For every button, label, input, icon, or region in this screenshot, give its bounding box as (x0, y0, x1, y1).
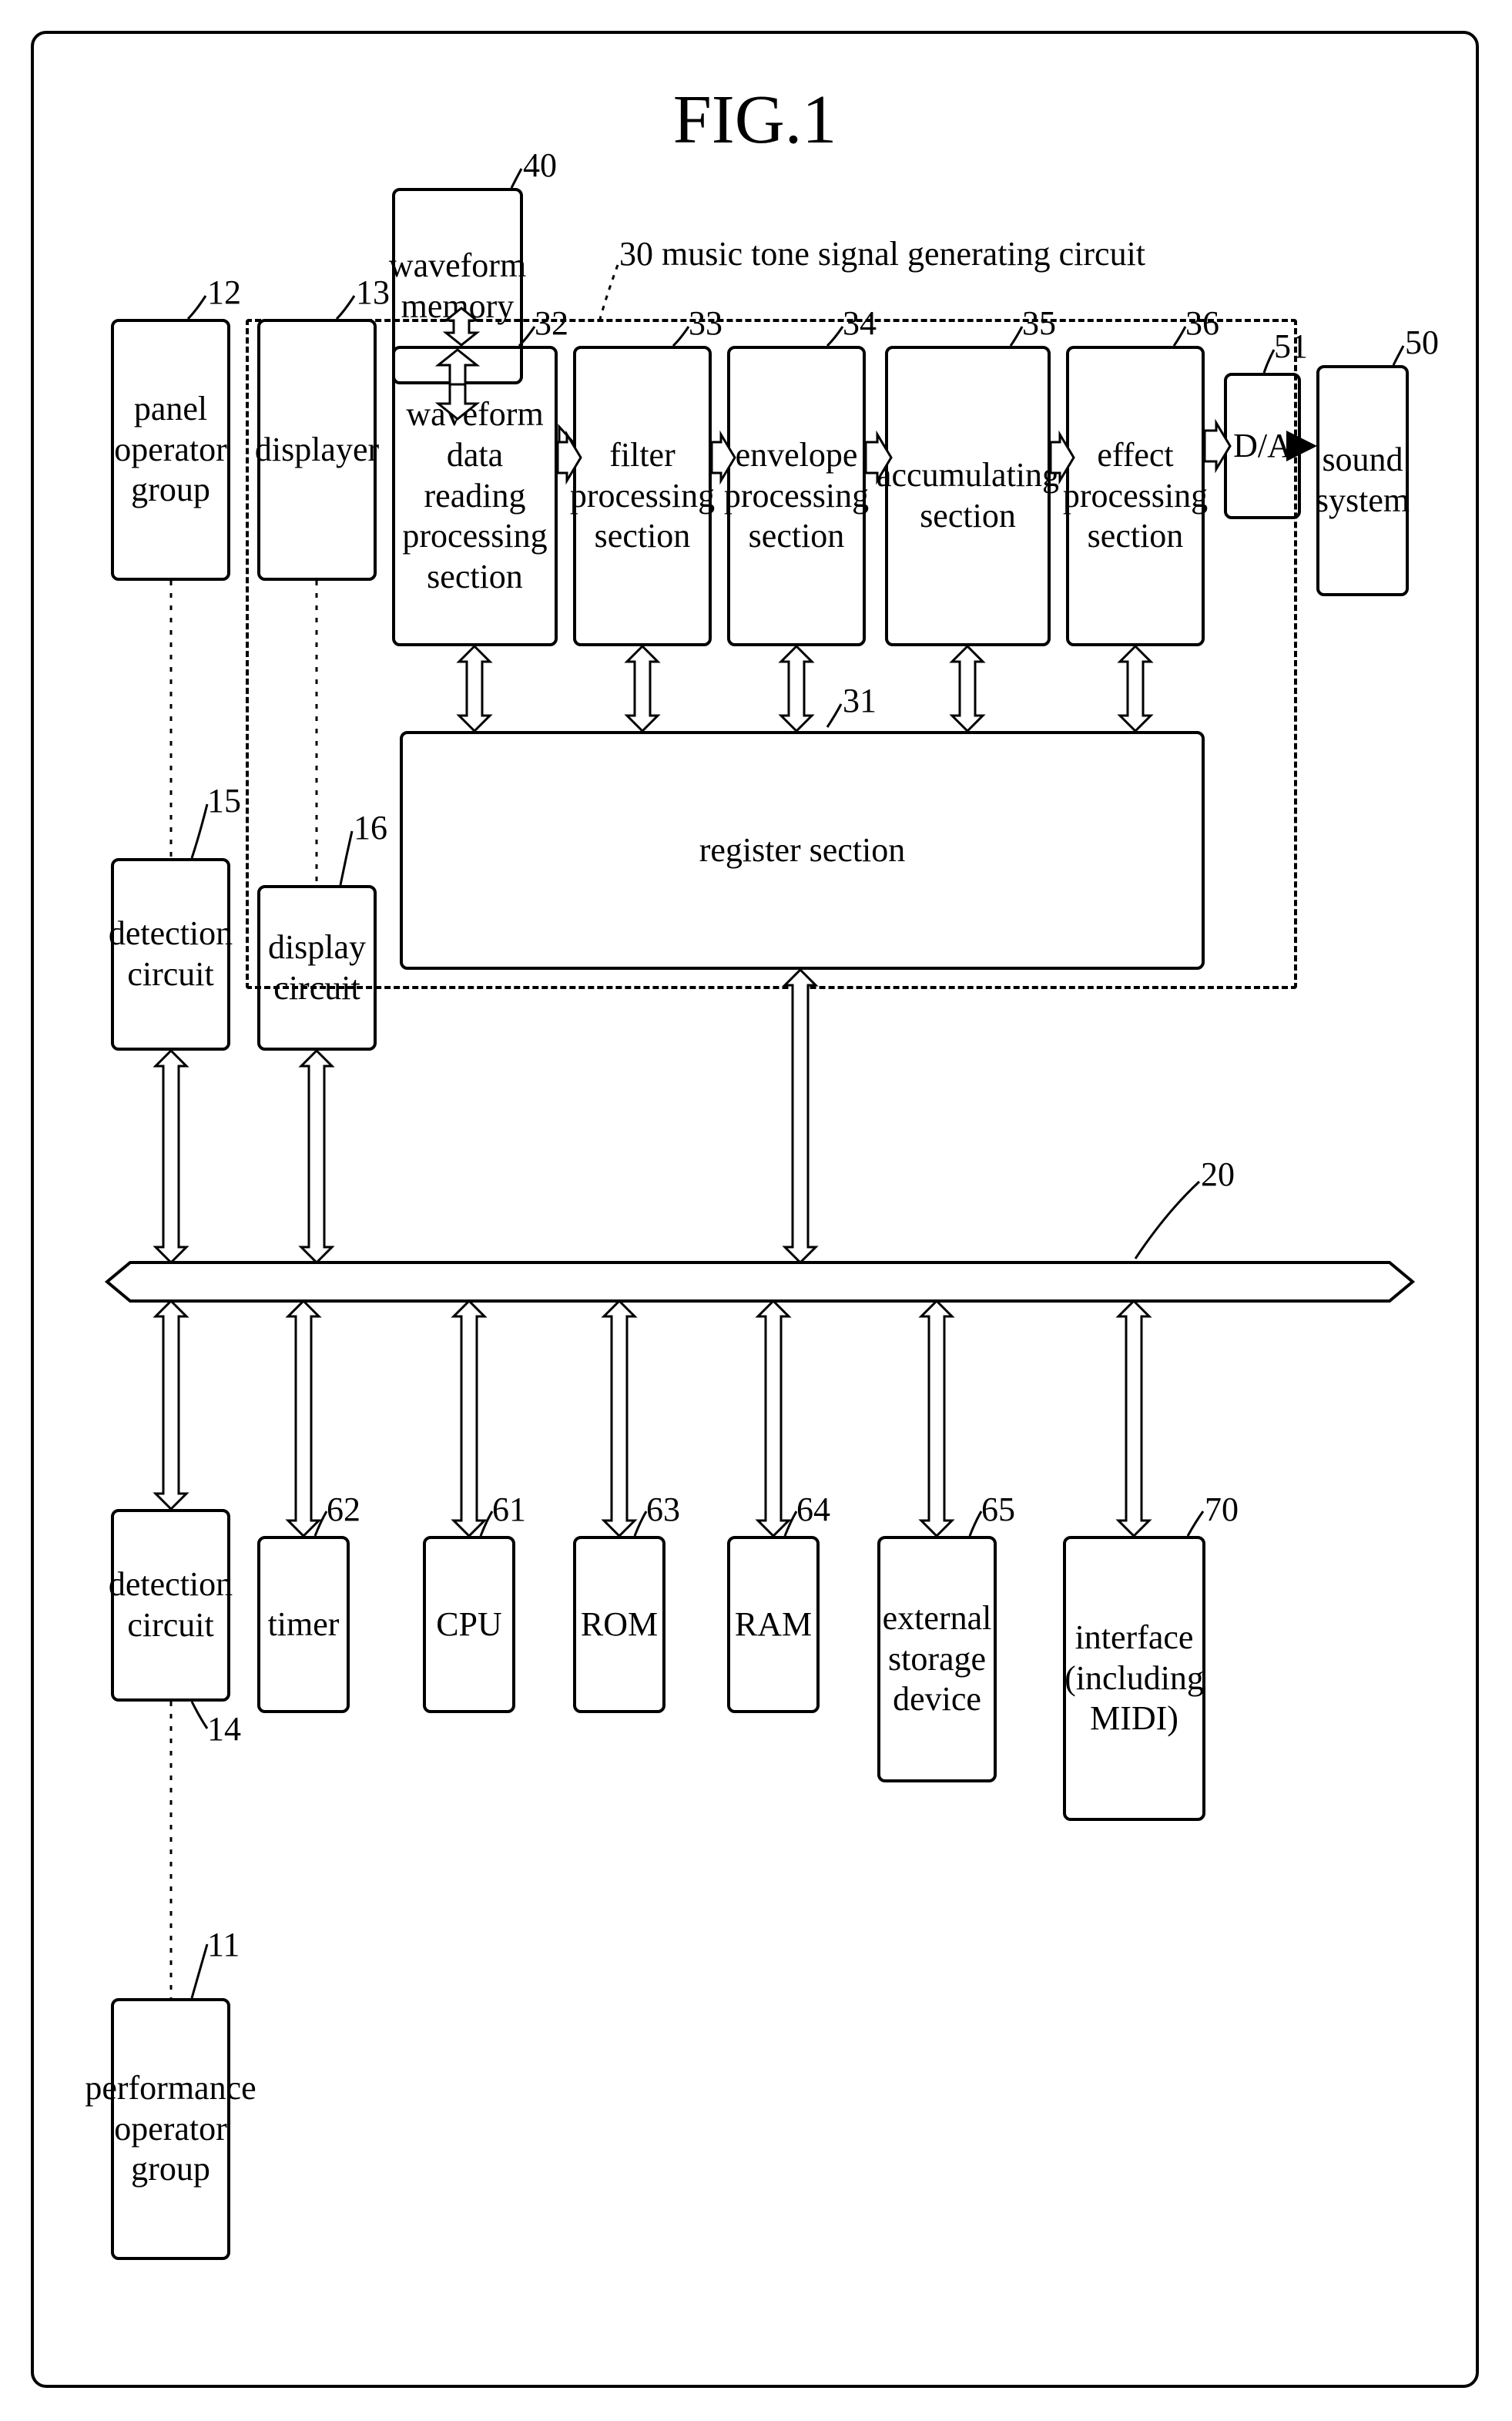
num-63: 63 (646, 1490, 680, 1531)
waveform-data-reading-box: waveform data reading processing section (392, 346, 558, 646)
da-label: D/A (1233, 426, 1292, 467)
num-15: 15 (207, 781, 241, 822)
performance-operator-group-box: performance operator group (111, 1998, 230, 2260)
num-14: 14 (207, 1709, 241, 1750)
num-40: 40 (523, 146, 557, 186)
panel-operator-group-box: panel operator group (111, 319, 230, 581)
envelope-processing-label: envelope processing section (724, 435, 869, 557)
num-51: 51 (1274, 327, 1308, 367)
cpu-label: CPU (436, 1604, 502, 1645)
accumulating-label: accumulating section (877, 455, 1059, 537)
accumulating-box: accumulating section (885, 346, 1051, 646)
detection-circuit-bottom-label: detection circuit (109, 1564, 233, 1646)
effect-processing-box: effect processing section (1066, 346, 1205, 646)
sound-system-box: sound system (1316, 365, 1409, 596)
timer-box: timer (257, 1536, 350, 1713)
rom-box: ROM (573, 1536, 665, 1713)
panel-operator-group-label: panel operator group (114, 389, 227, 511)
register-section-label: register section (699, 830, 906, 871)
sound-system-label: sound system (1316, 440, 1410, 521)
ram-label: RAM (735, 1604, 812, 1645)
num-33: 33 (689, 303, 722, 344)
bus (107, 1262, 1413, 1301)
displayer-box: displayer (257, 319, 377, 581)
num-70: 70 (1205, 1490, 1239, 1531)
da-box: D/A (1224, 373, 1301, 519)
filter-processing-box: filter processing section (573, 346, 712, 646)
detection-circuit-top-label: detection circuit (109, 914, 233, 995)
num-13: 13 (356, 273, 390, 314)
performance-operator-group-label: performance operator group (85, 2068, 256, 2190)
num-61: 61 (492, 1490, 526, 1531)
displayer-label: displayer (255, 430, 379, 471)
num-34: 34 (843, 303, 877, 344)
interface-box: interface (including MIDI) (1063, 1536, 1205, 1821)
num-16: 16 (354, 808, 387, 849)
diagram-page: FIG.1 panel operator group displayer wav… (31, 31, 1479, 2388)
num-65: 65 (981, 1490, 1015, 1531)
num-31: 31 (843, 681, 877, 722)
num-12: 12 (207, 273, 241, 314)
waveform-data-reading-label: waveform data reading processing section (401, 394, 548, 598)
num-64: 64 (796, 1490, 830, 1531)
envelope-processing-box: envelope processing section (727, 346, 866, 646)
effect-processing-label: effect processing section (1063, 435, 1208, 557)
num-62: 62 (327, 1490, 360, 1531)
circuit-label: 30 music tone signal generating circuit (619, 234, 1313, 275)
cpu-box: CPU (423, 1536, 515, 1713)
detection-circuit-bottom-box: detection circuit (111, 1509, 230, 1702)
waveform-memory-label: waveform memory (389, 246, 526, 327)
num-20: 20 (1201, 1155, 1235, 1195)
ram-box: RAM (727, 1536, 820, 1713)
num-35: 35 (1022, 303, 1056, 344)
detection-circuit-top-box: detection circuit (111, 858, 230, 1051)
num-36: 36 (1185, 303, 1219, 344)
filter-processing-label: filter processing section (570, 435, 715, 557)
external-storage-label: external storage device (883, 1598, 992, 1720)
display-circuit-box: display circuit (257, 885, 377, 1051)
display-circuit-label: display circuit (268, 927, 366, 1009)
register-section-box: register section (400, 731, 1205, 970)
figure-title: FIG.1 (34, 80, 1476, 159)
rom-label: ROM (581, 1604, 658, 1645)
num-32: 32 (535, 303, 568, 344)
interface-label: interface (including MIDI) (1064, 1618, 1204, 1739)
timer-label: timer (268, 1604, 340, 1645)
external-storage-box: external storage device (877, 1536, 997, 1782)
num-11: 11 (207, 1925, 240, 1966)
num-50: 50 (1405, 323, 1439, 364)
